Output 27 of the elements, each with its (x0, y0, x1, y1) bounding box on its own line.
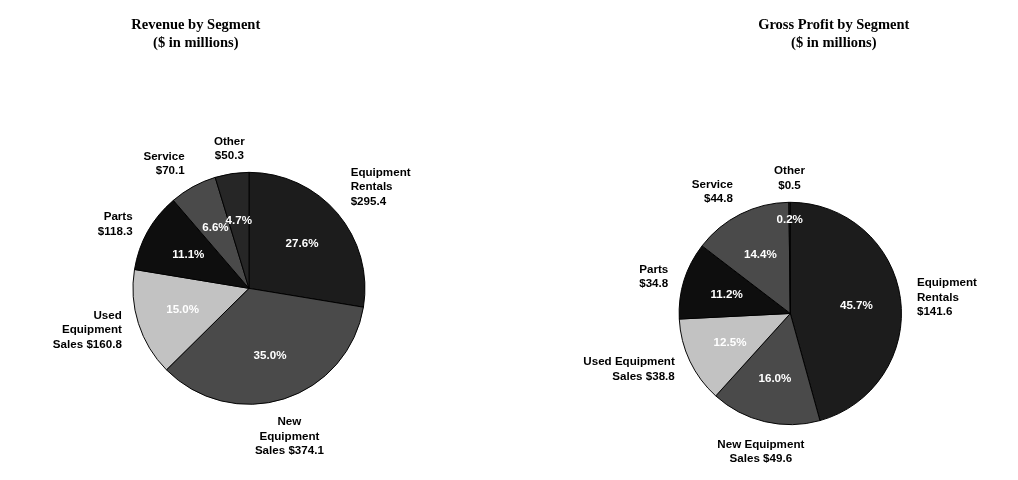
data-label: 27.6% (285, 236, 319, 250)
data-label: 11.2% (710, 286, 743, 300)
data-label: 35.0% (253, 347, 287, 361)
chart-title: Revenue by Segment (131, 16, 261, 33)
slice-label: Parts $118.3 (97, 209, 134, 237)
data-label: 4.7% (225, 212, 252, 226)
slice-label: Other $50.3 (213, 133, 246, 162)
slice-label: Equipment Rentals $295.4 (350, 164, 411, 207)
chart-subtitle: ($ in millions) (791, 33, 877, 51)
data-label: 16.0% (758, 371, 792, 385)
data-label: 0.2% (776, 212, 803, 226)
slice-label: Other $0.5 (774, 163, 806, 191)
data-label: 15.0% (166, 302, 200, 316)
slice-label: Parts $34.8 (639, 261, 669, 290)
slice-label: New Equipment Sales $374.1 (254, 414, 325, 457)
slice-label: Equipment Rentals $141.6 (916, 275, 978, 318)
slice-label: New Equipment Sales $49.6 (717, 436, 805, 465)
slice-label: Service $70.1 (143, 148, 186, 177)
slice-label: Service $44.8 (691, 176, 734, 205)
data-label: 12.5% (713, 335, 747, 349)
slice-label: Used Equipment Sales $160.8 (52, 307, 123, 350)
chart-subtitle: ($ in millions) (153, 33, 239, 51)
data-label: 45.7% (839, 297, 873, 311)
data-label: 11.1% (172, 247, 205, 261)
chart-title: Gross Profit by Segment (758, 16, 910, 33)
slice-label: Used Equipment Sales $38.8 (583, 354, 676, 382)
data-label: 14.4% (743, 246, 777, 260)
